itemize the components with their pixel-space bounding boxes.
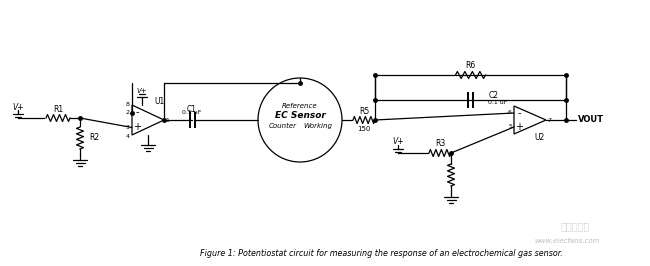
Text: U2: U2 <box>534 134 544 143</box>
Text: www.elecfans.com: www.elecfans.com <box>534 238 600 244</box>
Text: 5: 5 <box>508 124 512 130</box>
Text: 150: 150 <box>358 126 370 132</box>
Text: 3: 3 <box>126 125 130 130</box>
Text: U1: U1 <box>154 98 164 106</box>
Text: R6: R6 <box>465 61 476 70</box>
Text: 电子发烧友: 电子发烧友 <box>560 221 590 231</box>
Text: -: - <box>517 108 521 118</box>
Text: V+: V+ <box>12 102 24 111</box>
Text: +: + <box>133 123 141 132</box>
Text: 6: 6 <box>508 110 512 115</box>
Text: Reference: Reference <box>282 103 318 109</box>
Text: EC Sensor: EC Sensor <box>274 110 326 119</box>
Text: Counter: Counter <box>269 123 297 129</box>
Text: -: - <box>135 107 138 118</box>
Text: C2: C2 <box>489 90 499 99</box>
Text: R2: R2 <box>89 134 99 143</box>
Text: C1: C1 <box>187 105 197 114</box>
Text: 0.1 uF: 0.1 uF <box>182 110 202 115</box>
Text: +: + <box>515 122 523 132</box>
Text: 1: 1 <box>165 118 169 123</box>
Text: R1: R1 <box>53 105 63 114</box>
Text: 4: 4 <box>126 134 130 139</box>
Text: Working: Working <box>304 123 333 129</box>
Text: 7: 7 <box>547 118 551 123</box>
Text: R3: R3 <box>435 139 445 148</box>
Text: Figure 1: Potentiostat circuit for measuring the response of an electrochemical : Figure 1: Potentiostat circuit for measu… <box>200 250 563 259</box>
Text: 8: 8 <box>126 102 130 106</box>
Text: 2: 2 <box>126 110 130 115</box>
Text: V+: V+ <box>136 88 148 94</box>
Text: R5: R5 <box>359 106 369 115</box>
Text: V+: V+ <box>392 138 404 147</box>
Text: 0.1 uF: 0.1 uF <box>489 101 508 106</box>
Text: VOUT: VOUT <box>578 115 604 124</box>
